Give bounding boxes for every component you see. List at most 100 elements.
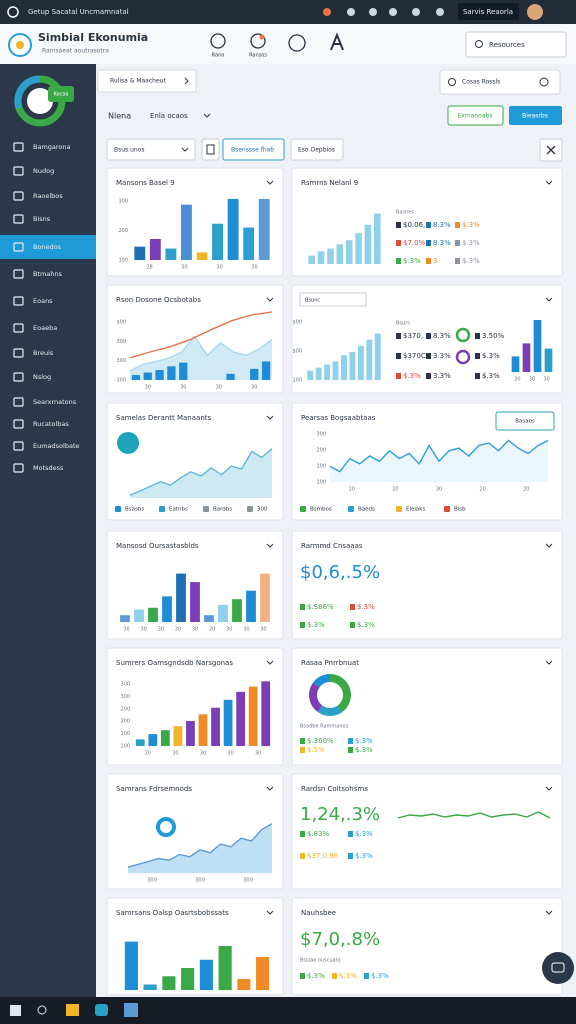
- card-menu[interactable]: [266, 660, 274, 665]
- options-label[interactable]: Eso Oepbios: [298, 147, 335, 154]
- card-menu[interactable]: [266, 180, 274, 185]
- stat-value: $0.06,: [403, 221, 425, 229]
- card-menu[interactable]: [266, 415, 274, 420]
- menu-item[interactable]: Eoans: [33, 297, 53, 305]
- avatar[interactable]: [527, 4, 543, 20]
- card-menu[interactable]: [545, 660, 553, 665]
- icon[interactable]: [323, 8, 331, 16]
- panel[interactable]: [439, 69, 561, 95]
- breadcrumb-label[interactable]: Rulisa & Maacheut: [110, 78, 166, 85]
- icon: [206, 144, 215, 155]
- menu-item[interactable]: Bonedos: [33, 243, 62, 251]
- app-icon[interactable]: [66, 1004, 79, 1016]
- chat-icon: [551, 962, 565, 973]
- stat-marker: [300, 973, 305, 979]
- stat-value: $.3%: [355, 830, 373, 838]
- bar: [179, 362, 188, 380]
- card-menu[interactable]: [266, 786, 274, 791]
- donut-segment: [317, 705, 343, 716]
- icon-button[interactable]: [201, 138, 220, 161]
- filter-button[interactable]: [222, 138, 285, 161]
- card-menu[interactable]: [545, 910, 553, 915]
- bar: [124, 941, 138, 990]
- view-select[interactable]: Enla ocaos: [150, 112, 188, 120]
- x-label: 30: [192, 627, 198, 633]
- menu-item[interactable]: Nudog: [33, 167, 54, 175]
- badge-label: Kocaa: [54, 92, 69, 98]
- x-label: 300: [195, 878, 205, 884]
- top-title: Getup Sacatal Uncmamnatal: [28, 8, 129, 16]
- top-button-label[interactable]: Sarvis Reaorla: [463, 8, 513, 16]
- search-icon[interactable]: [37, 1005, 47, 1015]
- select-label[interactable]: Bsunc: [305, 298, 320, 304]
- nav-icon[interactable]: [288, 34, 306, 52]
- primary-button[interactable]: [509, 106, 562, 125]
- icon[interactable]: [369, 8, 377, 16]
- menu-item[interactable]: Rucatolbas: [33, 420, 69, 428]
- export-button[interactable]: [447, 105, 504, 126]
- search-placeholder[interactable]: Resources: [489, 41, 525, 49]
- close-icon: [546, 145, 556, 155]
- menu-item[interactable]: Bamgarona: [33, 143, 71, 151]
- icon[interactable]: [539, 77, 549, 87]
- menu-item[interactable]: Bisns: [33, 215, 51, 223]
- card-menu[interactable]: [545, 297, 553, 302]
- filter-select[interactable]: [106, 138, 196, 161]
- menu-icon: [13, 296, 24, 306]
- line: [129, 335, 273, 372]
- card-menu[interactable]: [545, 786, 553, 791]
- chat-button[interactable]: [542, 952, 574, 984]
- search-box[interactable]: [465, 31, 567, 58]
- stat-marker: [396, 333, 401, 339]
- card-button[interactable]: [495, 411, 555, 431]
- menu-item[interactable]: Btmahns: [33, 270, 63, 278]
- icon[interactable]: [389, 8, 397, 16]
- export-label[interactable]: Exmanoabs: [458, 113, 493, 120]
- icon[interactable]: [436, 8, 444, 16]
- filter-label[interactable]: Bsus unos: [114, 147, 144, 154]
- nav-label[interactable]: Ransos: [249, 53, 267, 59]
- select[interactable]: [299, 292, 367, 307]
- card-menu[interactable]: [266, 910, 274, 915]
- app-icon[interactable]: [124, 1003, 138, 1017]
- menu-item[interactable]: Searxrnatons: [33, 398, 77, 406]
- stat-value: $.3%: [339, 972, 357, 980]
- bar: [260, 573, 270, 622]
- start-icon[interactable]: [10, 1005, 21, 1016]
- menu-item[interactable]: Eoaeba: [33, 324, 57, 332]
- card-menu[interactable]: [545, 180, 553, 185]
- bar: [155, 370, 164, 380]
- card-title: Rsmrns Nelanl 9: [301, 179, 358, 187]
- primary-label[interactable]: Bieasrbs: [522, 113, 548, 120]
- card-menu[interactable]: [545, 543, 553, 548]
- x-label: 30: [158, 627, 164, 633]
- breadcrumb[interactable]: [97, 69, 197, 93]
- options-button[interactable]: [290, 138, 344, 161]
- nav-icon[interactable]: [330, 32, 344, 51]
- filter-button-label[interactable]: Bsenssse fhab: [231, 147, 274, 154]
- card-button-label[interactable]: Basaos: [515, 419, 535, 425]
- icon[interactable]: [347, 8, 355, 16]
- y-label: 100: [316, 464, 326, 470]
- menu-item[interactable]: Eumadsolbate: [33, 442, 80, 450]
- bar: [336, 244, 344, 264]
- menu-item[interactable]: Motsdess: [33, 464, 64, 472]
- bar: [364, 224, 372, 264]
- menu-item[interactable]: Nslog: [33, 373, 51, 381]
- y-label: $00: [292, 349, 302, 355]
- menu-item[interactable]: Breuis: [33, 349, 54, 357]
- card-menu[interactable]: [266, 543, 274, 548]
- panel-label[interactable]: Cosas Rossls: [462, 79, 500, 86]
- top-button[interactable]: [458, 3, 519, 20]
- card-menu[interactable]: [266, 297, 274, 302]
- menu-item[interactable]: Raoelbos: [33, 192, 63, 200]
- nav-icon[interactable]: [210, 33, 226, 49]
- ring: [455, 349, 471, 365]
- card-title: Mansons Basel 9: [116, 179, 175, 187]
- y-label: 100: [292, 378, 302, 384]
- nav-label[interactable]: Rano: [212, 53, 225, 59]
- x-label: 30: [529, 377, 535, 383]
- app-icon[interactable]: [95, 1004, 108, 1016]
- nav-icon[interactable]: [250, 33, 266, 49]
- icon[interactable]: [412, 8, 420, 16]
